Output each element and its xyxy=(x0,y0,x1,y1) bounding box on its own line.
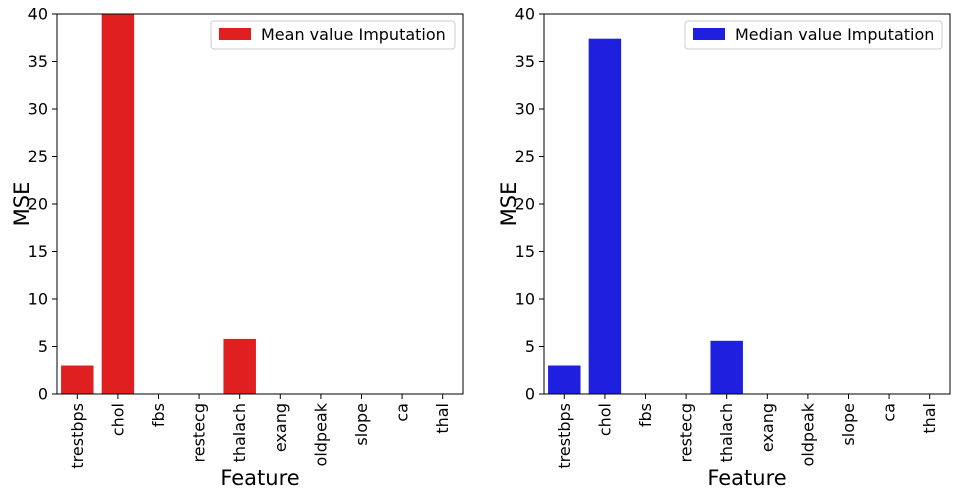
chart-panel-mean: 0 5 10 15 20 25 30 35 40 trestbps chol fbs restecg th… xyxy=(10,5,464,490)
y-tick-label: 15 xyxy=(515,242,535,261)
y-tick-label: 0 xyxy=(525,385,535,404)
legend: Mean value Imputation xyxy=(210,20,456,50)
y-tick-label: 25 xyxy=(515,147,535,166)
bar-trestbps xyxy=(548,365,581,394)
bar-thalach xyxy=(223,338,256,394)
x-tick-label-thal: thal xyxy=(920,403,939,434)
x-tick-label-exang: exang xyxy=(271,403,290,452)
x-tick-label-ca: ca xyxy=(880,403,899,422)
x-tick-label-chol: chol xyxy=(595,403,614,436)
x-tick-label-slope: slope xyxy=(352,403,371,446)
x-tick-label-trestbps: trestbps xyxy=(555,403,574,469)
x-axis-label: Feature xyxy=(707,466,786,490)
x-tick-label-oldpeak: oldpeak xyxy=(798,402,817,466)
y-tick-label: 35 xyxy=(515,52,535,71)
legend-label: Median value Imputation xyxy=(735,25,934,44)
y-tick-label: 30 xyxy=(515,100,535,119)
x-tick-label-slope: slope xyxy=(839,403,858,446)
legend-label: Mean value Imputation xyxy=(261,25,446,44)
x-tick-label-restecg: restecg xyxy=(677,403,696,462)
x-tick-label-thalach: thalach xyxy=(717,403,736,462)
x-tick-label-thal: thal xyxy=(433,403,452,434)
y-tick-label: 35 xyxy=(28,52,48,71)
chart-panel-median: 0 5 10 15 20 25 30 35 40 trestbps chol fbs restecg th… xyxy=(497,5,951,490)
legend: Median value Imputation xyxy=(684,20,943,50)
x-tick-label-ca: ca xyxy=(393,403,412,422)
y-tick-label: 40 xyxy=(28,5,48,24)
y-axis-label: MSE xyxy=(497,182,521,227)
x-tick-label-thalach: thalach xyxy=(230,403,249,462)
y-tick-label: 20 xyxy=(28,195,48,214)
x-tick-label-fbs: fbs xyxy=(636,403,655,427)
legend-swatch xyxy=(219,28,251,40)
x-tick-label-trestbps: trestbps xyxy=(68,403,87,469)
legend-box xyxy=(210,20,456,50)
y-tick-label: 10 xyxy=(515,290,535,309)
y-tick-label: 5 xyxy=(38,337,48,356)
x-axis-label: Feature xyxy=(220,466,299,490)
y-tick-label: 10 xyxy=(28,290,48,309)
x-tick-label-chol: chol xyxy=(108,403,127,436)
y-tick-label: 15 xyxy=(28,242,48,261)
x-tick-label-exang: exang xyxy=(758,403,777,452)
legend-swatch xyxy=(693,28,725,40)
y-tick-label: 20 xyxy=(515,195,535,214)
y-tick-label: 40 xyxy=(515,5,535,24)
x-tick-label-oldpeak: oldpeak xyxy=(311,402,330,466)
bar-chol xyxy=(588,38,622,394)
y-tick-label: 25 xyxy=(28,147,48,166)
x-tick-label-restecg: restecg xyxy=(190,403,209,462)
bar-trestbps xyxy=(61,365,94,394)
legend-box xyxy=(684,20,943,50)
bar-chol xyxy=(101,14,135,394)
x-tick-label-fbs: fbs xyxy=(149,403,168,427)
y-tick-label: 30 xyxy=(28,100,48,119)
y-tick-label: 5 xyxy=(525,337,535,356)
y-axis-label: MSE xyxy=(10,182,34,227)
bar-thalach xyxy=(710,340,743,394)
y-tick-label: 0 xyxy=(38,385,48,404)
